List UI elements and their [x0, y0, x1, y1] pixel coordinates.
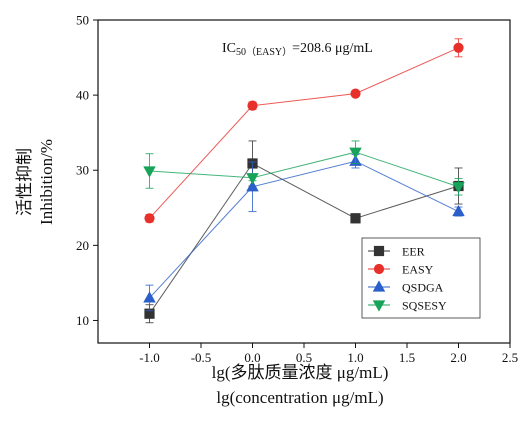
series-easy — [144, 38, 464, 224]
x-tick-label: -1.0 — [139, 350, 160, 365]
y-tick-label: 50 — [76, 13, 89, 28]
series-line-qsdga — [149, 160, 459, 299]
data-point-qsdga — [246, 180, 259, 192]
y-tick-label: 30 — [76, 163, 89, 178]
series-layer — [143, 38, 465, 324]
legend-marker-easy — [373, 263, 385, 275]
data-point-sqsesy — [246, 173, 259, 185]
x-axis-title-cn: lg(多肽质量浓度 μg/mL) — [212, 363, 389, 382]
chart-labels: IC50（EASY）=208.6 μg/mL lg(多肽质量浓度 μg/mL) lg… — [15, 41, 388, 407]
series-sqsesy — [143, 140, 465, 196]
legend-marker-qsdga — [372, 280, 386, 292]
legend-label-qsdga: QSDGA — [402, 281, 444, 295]
x-tick-label: 2.5 — [502, 350, 518, 365]
x-tick-label: 1.0 — [347, 350, 363, 365]
data-point-qsdga — [143, 291, 156, 303]
y-tick-label: 10 — [76, 313, 89, 328]
axes: -1.0 -0.5 0.0 0.5 1.0 1.5 2.0 2.5 10 20 30 40 50 — [76, 13, 518, 366]
legend-marker-eer — [373, 245, 385, 257]
x-tick-label: 1.5 — [399, 350, 415, 365]
data-point-sqsesy — [349, 147, 362, 159]
x-tick-label: 2.0 — [450, 350, 466, 365]
x-tick-label: 0.5 — [296, 350, 312, 365]
data-point-eer — [350, 213, 361, 224]
legend-marker-sqsesy — [372, 300, 386, 312]
legend-label-eer: EER — [402, 245, 425, 259]
y-axis-title-en: Inhibition/% — [37, 139, 56, 225]
ic50-annotation: IC50（EASY）=208.6 μg/mL — [222, 41, 373, 58]
legend-label-easy: EASY — [402, 263, 434, 277]
data-point-qsdga — [452, 204, 465, 217]
data-point-easy — [144, 213, 155, 224]
y-tick-label: 20 — [76, 238, 89, 253]
legend-label-sqsesy: SQSESY — [402, 299, 447, 313]
series-line-sqsesy — [149, 151, 459, 188]
data-point-easy — [247, 100, 258, 111]
data-point-easy — [453, 42, 464, 53]
y-axis-title-cn: 活性抑制 — [15, 148, 34, 216]
legend: EER EASY QSDGA SQSESY — [361, 237, 481, 319]
series-line-easy — [149, 47, 459, 219]
data-point-sqsesy — [143, 166, 156, 178]
x-axis-title-en: lg(concentration μg/mL) — [216, 388, 383, 407]
y-tick-label: 40 — [76, 88, 89, 103]
x-tick-label: -0.5 — [191, 350, 212, 365]
series-line-eer — [149, 162, 459, 314]
data-point-easy — [350, 88, 361, 99]
data-point-sqsesy — [452, 182, 465, 194]
x-tick-label: 0.0 — [244, 350, 260, 365]
